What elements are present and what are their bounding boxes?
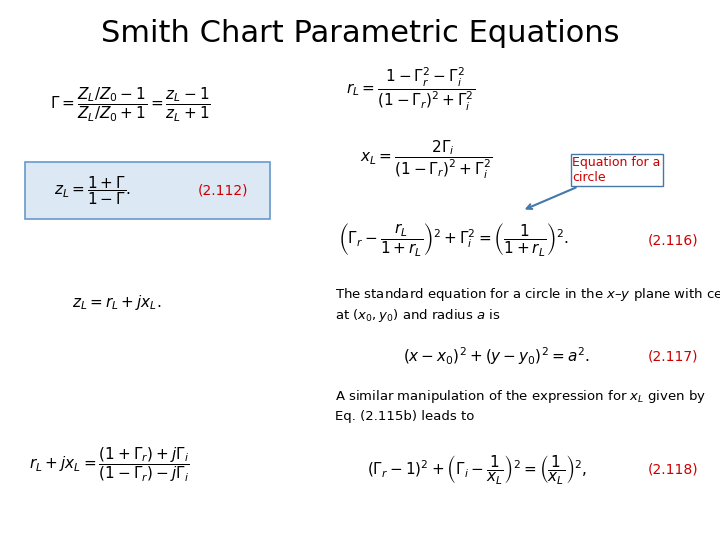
Text: $\Gamma = \dfrac{Z_L/Z_0 - 1}{Z_L/Z_0 + 1} = \dfrac{z_L - 1}{z_L + 1}$: $\Gamma = \dfrac{Z_L/Z_0 - 1}{Z_L/Z_0 + …: [50, 86, 211, 124]
Text: $r_L + jx_L = \dfrac{(1+\Gamma_r) + j\Gamma_i}{(1-\Gamma_r) - j\Gamma_i}$: $r_L + jx_L = \dfrac{(1+\Gamma_r) + j\Ga…: [29, 445, 189, 484]
Text: (2.117): (2.117): [648, 349, 698, 363]
Text: at $(x_0, y_0)$ and radius $a$ is: at $(x_0, y_0)$ and radius $a$ is: [335, 307, 500, 325]
Text: $(\Gamma_r - 1)^2 + \left(\Gamma_i - \dfrac{1}{x_L}\right)^2 = \left(\dfrac{1}{x: $(\Gamma_r - 1)^2 + \left(\Gamma_i - \df…: [367, 453, 588, 487]
Text: (2.112): (2.112): [198, 184, 248, 197]
Text: Equation for a
circle: Equation for a circle: [527, 156, 661, 209]
Text: The standard equation for a circle in the $x$–$y$ plane with center: The standard equation for a circle in th…: [335, 286, 720, 303]
Text: (2.116): (2.116): [648, 233, 698, 247]
Text: $\left(\Gamma_r - \dfrac{r_L}{1+r_L}\right)^2 + \Gamma_i^2 = \left(\dfrac{1}{1+r: $\left(\Gamma_r - \dfrac{r_L}{1+r_L}\rig…: [338, 222, 570, 259]
Text: $r_L = \dfrac{1 - \Gamma_r^2 - \Gamma_i^2}{(1-\Gamma_r)^2 + \Gamma_i^2}$: $r_L = \dfrac{1 - \Gamma_r^2 - \Gamma_i^…: [346, 65, 474, 113]
Text: Smith Chart Parametric Equations: Smith Chart Parametric Equations: [101, 19, 619, 48]
Text: (2.118): (2.118): [648, 463, 698, 477]
Text: A similar manipulation of the expression for $x_L$ given by: A similar manipulation of the expression…: [335, 388, 706, 406]
Text: $x_L = \dfrac{2\Gamma_i}{(1-\Gamma_r)^2 + \Gamma_i^2}$: $x_L = \dfrac{2\Gamma_i}{(1-\Gamma_r)^2 …: [360, 138, 492, 181]
Text: $(x - x_0)^2 + (y - y_0)^2 = a^2.$: $(x - x_0)^2 + (y - y_0)^2 = a^2.$: [403, 346, 590, 367]
FancyBboxPatch shape: [25, 162, 270, 219]
Text: $z_L = \dfrac{1 + \Gamma}{1 - \Gamma}.$: $z_L = \dfrac{1 + \Gamma}{1 - \Gamma}.$: [54, 174, 131, 207]
Text: Eq. (2.115b) leads to: Eq. (2.115b) leads to: [335, 410, 474, 423]
Text: $z_L = r_L + jx_L.$: $z_L = r_L + jx_L.$: [72, 293, 161, 312]
